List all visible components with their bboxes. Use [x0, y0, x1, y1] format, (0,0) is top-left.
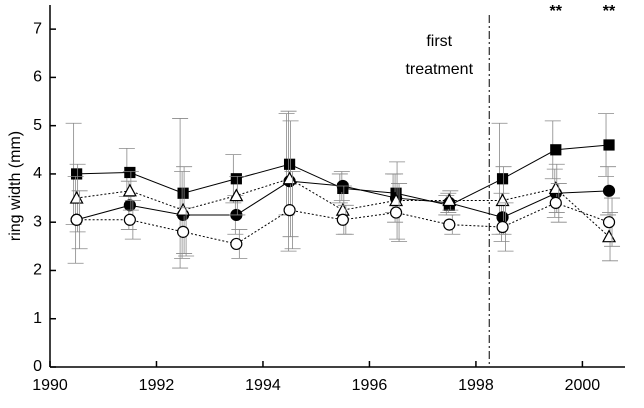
marker	[336, 213, 349, 226]
series-line	[76, 202, 610, 245]
y-tick-label: 3	[33, 213, 42, 230]
marker	[124, 166, 136, 179]
marker	[335, 202, 350, 216]
x-tick-label: 1996	[352, 377, 388, 394]
marker	[495, 193, 510, 207]
marker	[122, 183, 137, 197]
marker	[443, 218, 456, 231]
y-tick-label: 0	[33, 358, 42, 375]
y-tick-label: 4	[33, 165, 42, 182]
marker	[548, 181, 563, 195]
marker	[177, 225, 190, 238]
y-tick-label: 7	[33, 20, 42, 37]
x-tick-label: 2000	[565, 377, 601, 394]
marker	[550, 144, 562, 156]
y-tick-label: 2	[33, 262, 42, 279]
marker	[70, 213, 83, 226]
marker	[176, 202, 191, 216]
marker	[283, 204, 296, 217]
marker	[603, 139, 615, 151]
marker	[496, 173, 509, 185]
y-tick-label: 1	[33, 310, 42, 327]
marker	[230, 173, 242, 185]
series-line	[76, 144, 610, 206]
marker	[496, 220, 509, 234]
series-line	[76, 178, 610, 238]
marker	[283, 158, 296, 170]
treatment-label: treatment	[405, 61, 473, 78]
significance: **	[550, 3, 563, 20]
x-tick-label: 1994	[245, 377, 281, 394]
y-tick-label: 5	[33, 117, 42, 134]
marker	[71, 168, 83, 180]
treatment-label: first	[426, 33, 452, 50]
marker	[389, 206, 403, 219]
x-tick-label: 1990	[32, 377, 68, 394]
marker	[177, 187, 189, 199]
x-tick-label: 1998	[458, 377, 494, 394]
marker	[123, 213, 136, 226]
x-tick-label: 1992	[139, 377, 175, 394]
marker	[230, 237, 243, 251]
marker	[442, 193, 457, 207]
marker	[602, 216, 616, 229]
significance: **	[603, 3, 616, 20]
marker	[123, 199, 136, 212]
marker	[602, 184, 616, 197]
marker	[229, 188, 244, 202]
marker	[549, 196, 562, 209]
y-tick-label: 6	[33, 69, 42, 86]
y-axis-label: ring width (mm)	[7, 131, 24, 241]
